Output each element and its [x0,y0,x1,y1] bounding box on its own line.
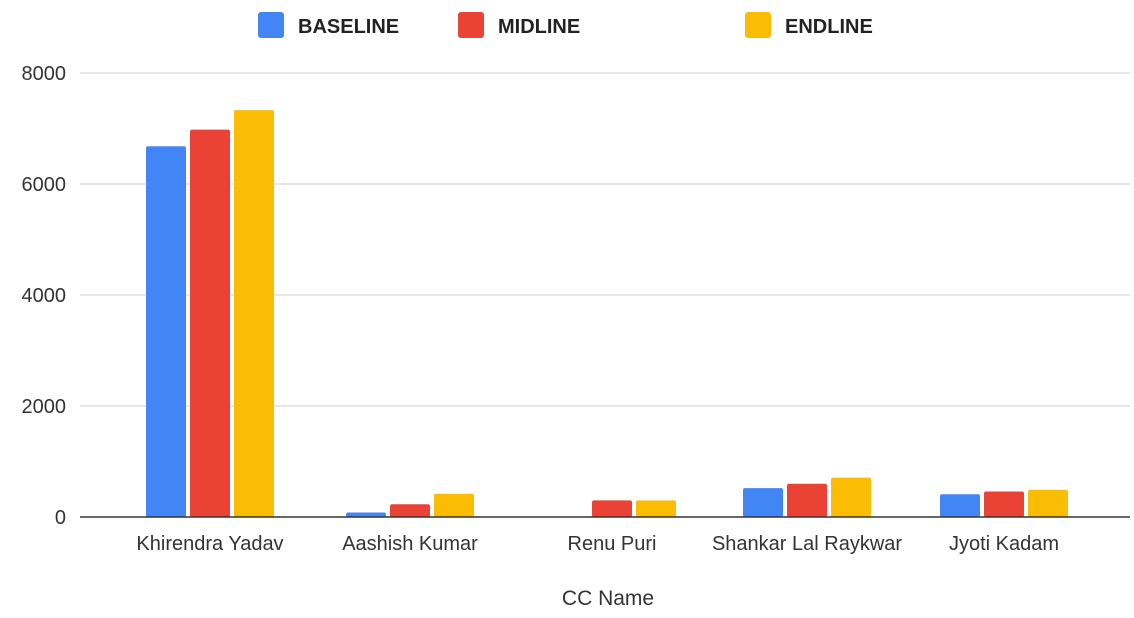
bar-midline-1 [390,504,430,517]
x-axis-title: CC Name [562,587,654,610]
bar-midline-2 [592,500,632,517]
bar-baseline-3 [743,488,783,517]
bar-endline-4 [1028,489,1068,517]
legend-label: BASELINE [298,16,399,38]
bar-endline-2 [636,500,676,517]
legend-item-midline: MIDLINE [458,12,580,38]
bar-baseline-4 [940,494,980,517]
y-tick-label: 0 [55,507,66,529]
y-tick-label: 6000 [22,174,67,196]
x-axis-ticks: Khirendra Yadav Aashish Kumar Renu Puri Sha… [136,533,1059,555]
x-tick-label: Aashish Kumar [342,533,478,555]
bars [146,110,1068,518]
y-tick-label: 2000 [22,396,67,418]
legend-item-endline: ENDLINE [745,12,873,38]
legend-label: ENDLINE [785,16,873,38]
legend-item-baseline: BASELINE [258,12,399,38]
x-tick-label: Renu Puri [568,533,657,555]
bar-midline-0 [190,129,230,518]
x-tick-label: Jyoti Kadam [949,533,1059,555]
x-tick-label: Khirendra Yadav [136,533,283,555]
bar-endline-1 [434,493,474,517]
bar-midline-3 [787,483,827,517]
y-tick-label: 8000 [22,63,67,85]
bar-baseline-0 [146,146,186,517]
bar-baseline-1 [346,512,386,517]
bar-endline-3 [831,477,871,517]
y-axis-ticks: 0 2000 4000 6000 8000 [22,63,67,529]
x-tick-label: Shankar Lal Raykwar [712,533,902,555]
bar-midline-4 [984,491,1024,517]
legend-label: MIDLINE [498,16,580,38]
legend-swatch [745,12,771,38]
y-tick-label: 4000 [22,285,67,307]
legend-swatch [458,12,484,38]
bar-endline-0 [234,110,274,517]
legend-swatch [258,12,284,38]
legend: BASELINE MIDLINE ENDLINE [258,12,873,38]
